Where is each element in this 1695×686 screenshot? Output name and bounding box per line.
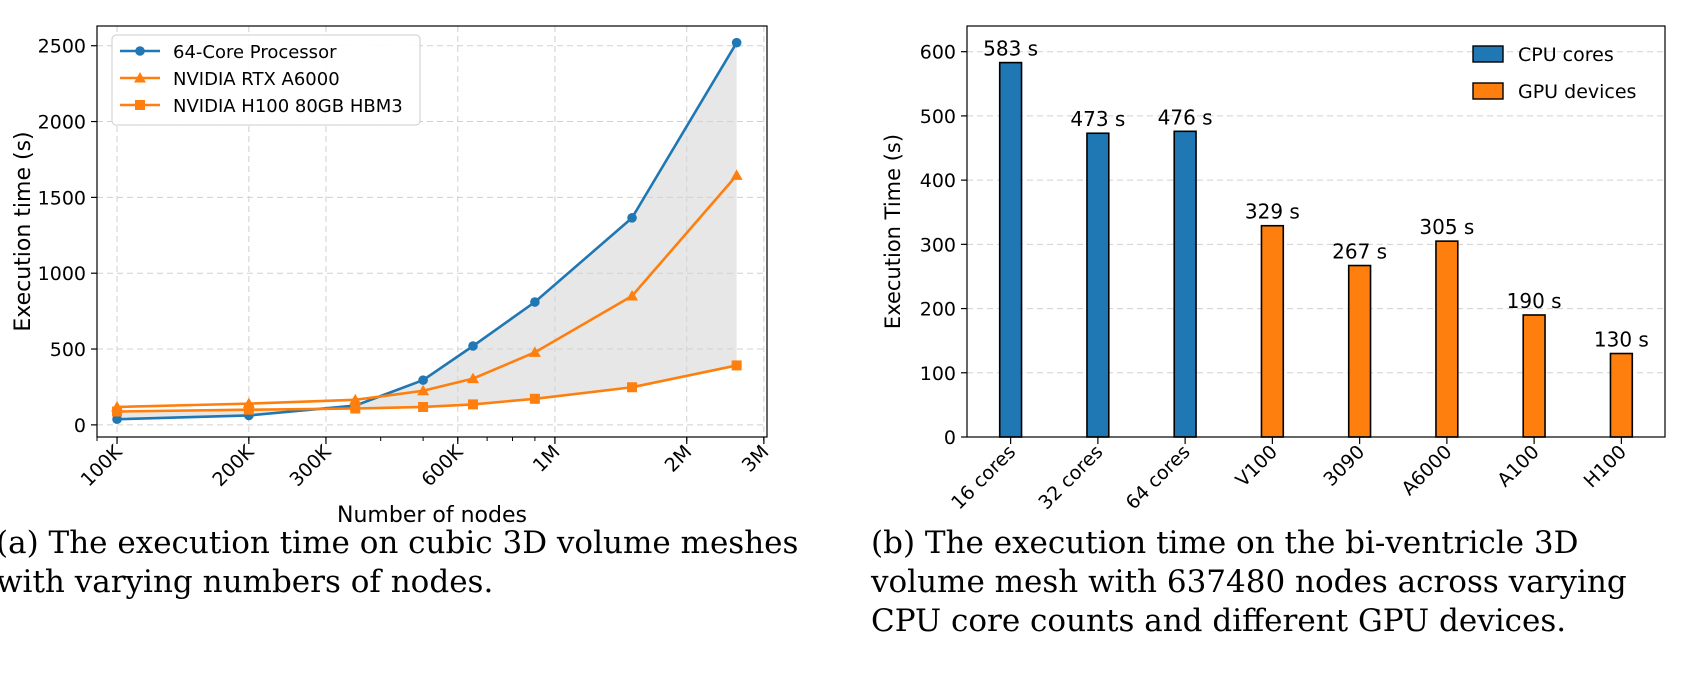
series-line-64-core-processor	[116, 42, 738, 421]
y-tick-label: 1500	[38, 187, 86, 209]
y-tick-label: 2500	[38, 36, 86, 58]
x-tick-label: 600K	[417, 441, 467, 491]
data-point-64-core-processor	[627, 213, 637, 223]
chart-b-bar-chart: 583 s 16 cores 473 s 32 cores 476 s 64 cores 3…	[881, 25, 1666, 514]
legend: CPU cores GPU devices	[1472, 44, 1636, 103]
legend-marker-nvidia-rtx-a6000	[134, 72, 146, 83]
x-tick-label: 1M	[529, 441, 565, 477]
legend-label-64-core-processor: 64-Core Processor	[173, 42, 337, 63]
x-tick-label: 2M	[661, 441, 697, 477]
x-tick-label: 3M	[738, 441, 774, 477]
data-point-nvidia-h100-80gb-hbm3	[529, 393, 540, 404]
plot-frame	[96, 25, 768, 438]
legend-swatch-cpu-cores	[1472, 45, 1504, 63]
data-point-nvidia-h100-80gb-hbm3	[627, 382, 638, 393]
x-tick-label: 16 cores	[947, 441, 1020, 514]
legend-label-nvidia-rtx-a6000: NVIDIA RTX A6000	[173, 69, 340, 90]
y-tick-label: 0	[74, 415, 86, 437]
legend-swatch-gpu-devices	[1472, 82, 1504, 100]
data-point-nvidia-h100-80gb-hbm3	[418, 401, 429, 412]
data-point-nvidia-rtx-a6000	[626, 289, 639, 301]
data-point-nvidia-h100-80gb-hbm3	[112, 406, 123, 417]
y-tick-label: 500	[50, 339, 86, 361]
x-tick-label: H100	[1580, 441, 1631, 492]
y-tick-label: 0	[944, 427, 956, 449]
x-axis-label: Number of nodes	[337, 503, 527, 528]
data-point-nvidia-h100-80gb-hbm3	[350, 403, 361, 414]
data-point-nvidia-rtx-a6000	[730, 169, 743, 180]
data-point-64-core-processor	[418, 375, 428, 385]
x-tick-label: 32 cores	[1034, 441, 1107, 514]
data-point-nvidia-h100-80gb-hbm3	[243, 404, 254, 415]
legend-label-nvidia-h100-80gb-hbm3: NVIDIA H100 80GB HBM3	[173, 96, 403, 117]
legend: 64-Core Processor NVIDIA RTX A6000 NVIDIA …	[111, 34, 421, 126]
chart-a-line-chart: 0 500 1000 1500 2000 2500 100K 200K 300K 600K 1M 2M…	[11, 25, 774, 528]
bar-value-label: 130 s	[1594, 328, 1649, 352]
data-point-64-core-processor	[530, 297, 540, 307]
x-tick-label: V100	[1232, 441, 1282, 491]
bar-3090	[1347, 264, 1372, 438]
bar-h100	[1609, 352, 1634, 438]
plot-frame	[966, 25, 1666, 438]
data-point-64-core-processor	[731, 37, 742, 48]
data-point-nvidia-rtx-a6000	[349, 393, 362, 405]
y-tick-label: 600	[920, 42, 956, 64]
bar-value-label: 476 s	[1158, 105, 1213, 129]
y-tick-label: 400	[920, 170, 956, 192]
data-point-nvidia-h100-80gb-hbm3	[731, 360, 742, 371]
bar-16-cores	[998, 61, 1023, 438]
y-tick-label: 200	[920, 299, 956, 321]
data-point-nvidia-rtx-a6000	[417, 384, 430, 396]
bar-v100	[1260, 224, 1285, 438]
data-point-64-core-processor	[468, 341, 478, 351]
legend-box	[111, 34, 421, 126]
bar-a100	[1522, 314, 1546, 438]
x-tick-label: 3090	[1319, 441, 1369, 491]
caption-a: (a) The execution time on cubic 3D volum…	[0, 525, 799, 600]
x-tick-label: 64 cores	[1122, 441, 1195, 514]
bar-value-label: 329 s	[1245, 200, 1300, 224]
legend-label-gpu-devices: GPU devices	[1518, 81, 1636, 103]
x-tick-label: 200K	[208, 441, 258, 491]
x-tick-label: A100	[1493, 441, 1543, 491]
bar-a6000	[1435, 240, 1459, 438]
y-tick-label: 500	[920, 106, 956, 128]
bar-value-label: 583 s	[983, 37, 1038, 61]
y-tick-label: 1000	[38, 263, 86, 285]
bar-64-cores	[1173, 130, 1197, 438]
data-point-64-core-processor	[112, 414, 122, 425]
x-tick-label: A6000	[1397, 441, 1456, 500]
x-tick-label: 100K	[77, 441, 127, 491]
legend-marker-nvidia-h100-80gb-hbm3	[135, 100, 145, 110]
legend-marker-64-core-processor	[135, 46, 145, 56]
y-tick-label: 300	[920, 234, 956, 256]
y-axis-label: Execution time (s)	[11, 131, 36, 331]
y-tick-label: 2000	[38, 112, 86, 134]
bar-value-label: 267 s	[1332, 240, 1387, 264]
y-axis-label: Execution Time (s)	[881, 134, 905, 329]
y-tick-label: 100	[920, 363, 956, 385]
series-line-nvidia-rtx-a6000	[117, 174, 738, 409]
legend-label-cpu-cores: CPU cores	[1518, 44, 1614, 66]
data-point-nvidia-rtx-a6000	[467, 372, 480, 384]
bar-value-label: 473 s	[1070, 107, 1125, 131]
bar-32-cores	[1086, 132, 1110, 438]
x-tick-label: 300K	[285, 441, 335, 491]
bar-value-label: 305 s	[1419, 215, 1474, 239]
data-point-nvidia-h100-80gb-hbm3	[468, 399, 479, 410]
caption-b: (b) The execution time on the bi-ventric…	[871, 525, 1627, 639]
data-point-nvidia-rtx-a6000	[528, 346, 541, 357]
series-line-nvidia-h100-80gb-hbm3	[117, 364, 737, 413]
bar-value-label: 190 s	[1507, 289, 1562, 313]
